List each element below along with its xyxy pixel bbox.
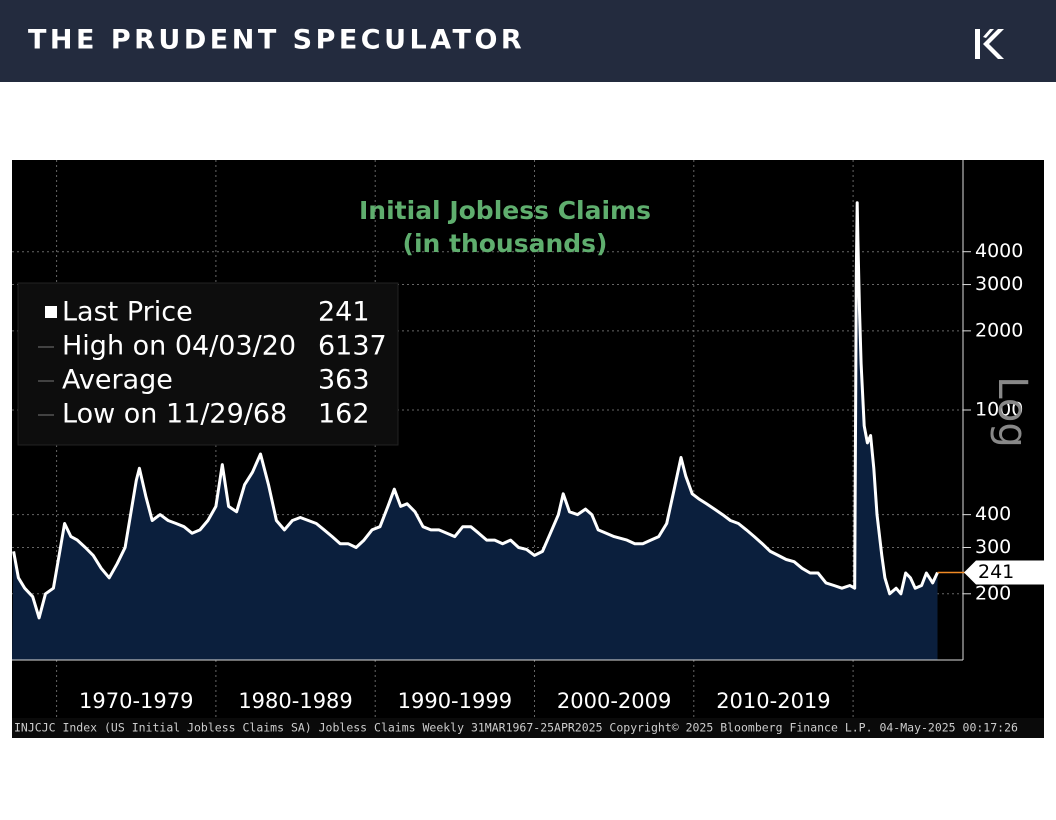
legend-label: Average bbox=[62, 365, 173, 396]
y-tick-label: 4000 bbox=[975, 240, 1023, 262]
x-tick-label: 1970-1979 bbox=[79, 689, 193, 713]
source-note: INJCJC Index (US Initial Jobless Claims … bbox=[14, 721, 1018, 735]
chart-title: Initial Jobless Claims bbox=[359, 196, 651, 225]
legend-swatch bbox=[45, 306, 57, 318]
legend-value: 162 bbox=[318, 399, 370, 430]
legend-label: High on 04/03/20 bbox=[62, 331, 296, 362]
logo bbox=[975, 29, 1004, 59]
chart: 1970-1979 1980-1989 1990-1999 2000-2009 2010… bbox=[12, 160, 1044, 735]
y-tick-label: 1000 bbox=[975, 399, 1023, 421]
header-bar bbox=[0, 0, 1056, 82]
y-tick-label: 2000 bbox=[975, 319, 1023, 341]
y-tick-label: 400 bbox=[975, 503, 1011, 525]
x-tick-label: 2000-2009 bbox=[557, 689, 671, 713]
chart-subtitle: (in thousands) bbox=[403, 229, 608, 258]
x-tick-label: 1980-1989 bbox=[238, 689, 352, 713]
footer-strip bbox=[12, 718, 1044, 738]
header-title: THE PRUDENT SPECULATOR bbox=[28, 25, 525, 56]
y-tick-label: 3000 bbox=[975, 273, 1023, 295]
legend-label: Low on 11/29/68 bbox=[62, 399, 287, 430]
y-tick-label: 300 bbox=[975, 536, 1011, 558]
scale-label: Log bbox=[989, 376, 1035, 447]
last-value-tag bbox=[964, 560, 1044, 585]
legend-value: 363 bbox=[318, 365, 370, 396]
legend-label: Last Price bbox=[62, 297, 193, 328]
x-tick-label: 2010-2019 bbox=[716, 689, 830, 713]
legend-value: 241 bbox=[318, 297, 370, 328]
x-tick-label: 1990-1999 bbox=[398, 689, 512, 713]
y-tick-label: 200 bbox=[975, 582, 1011, 604]
legend-value: 6137 bbox=[318, 331, 387, 362]
last-value-label: 241 bbox=[978, 561, 1014, 583]
legend-box bbox=[17, 282, 399, 446]
area bbox=[12, 202, 938, 661]
line bbox=[12, 201, 939, 620]
